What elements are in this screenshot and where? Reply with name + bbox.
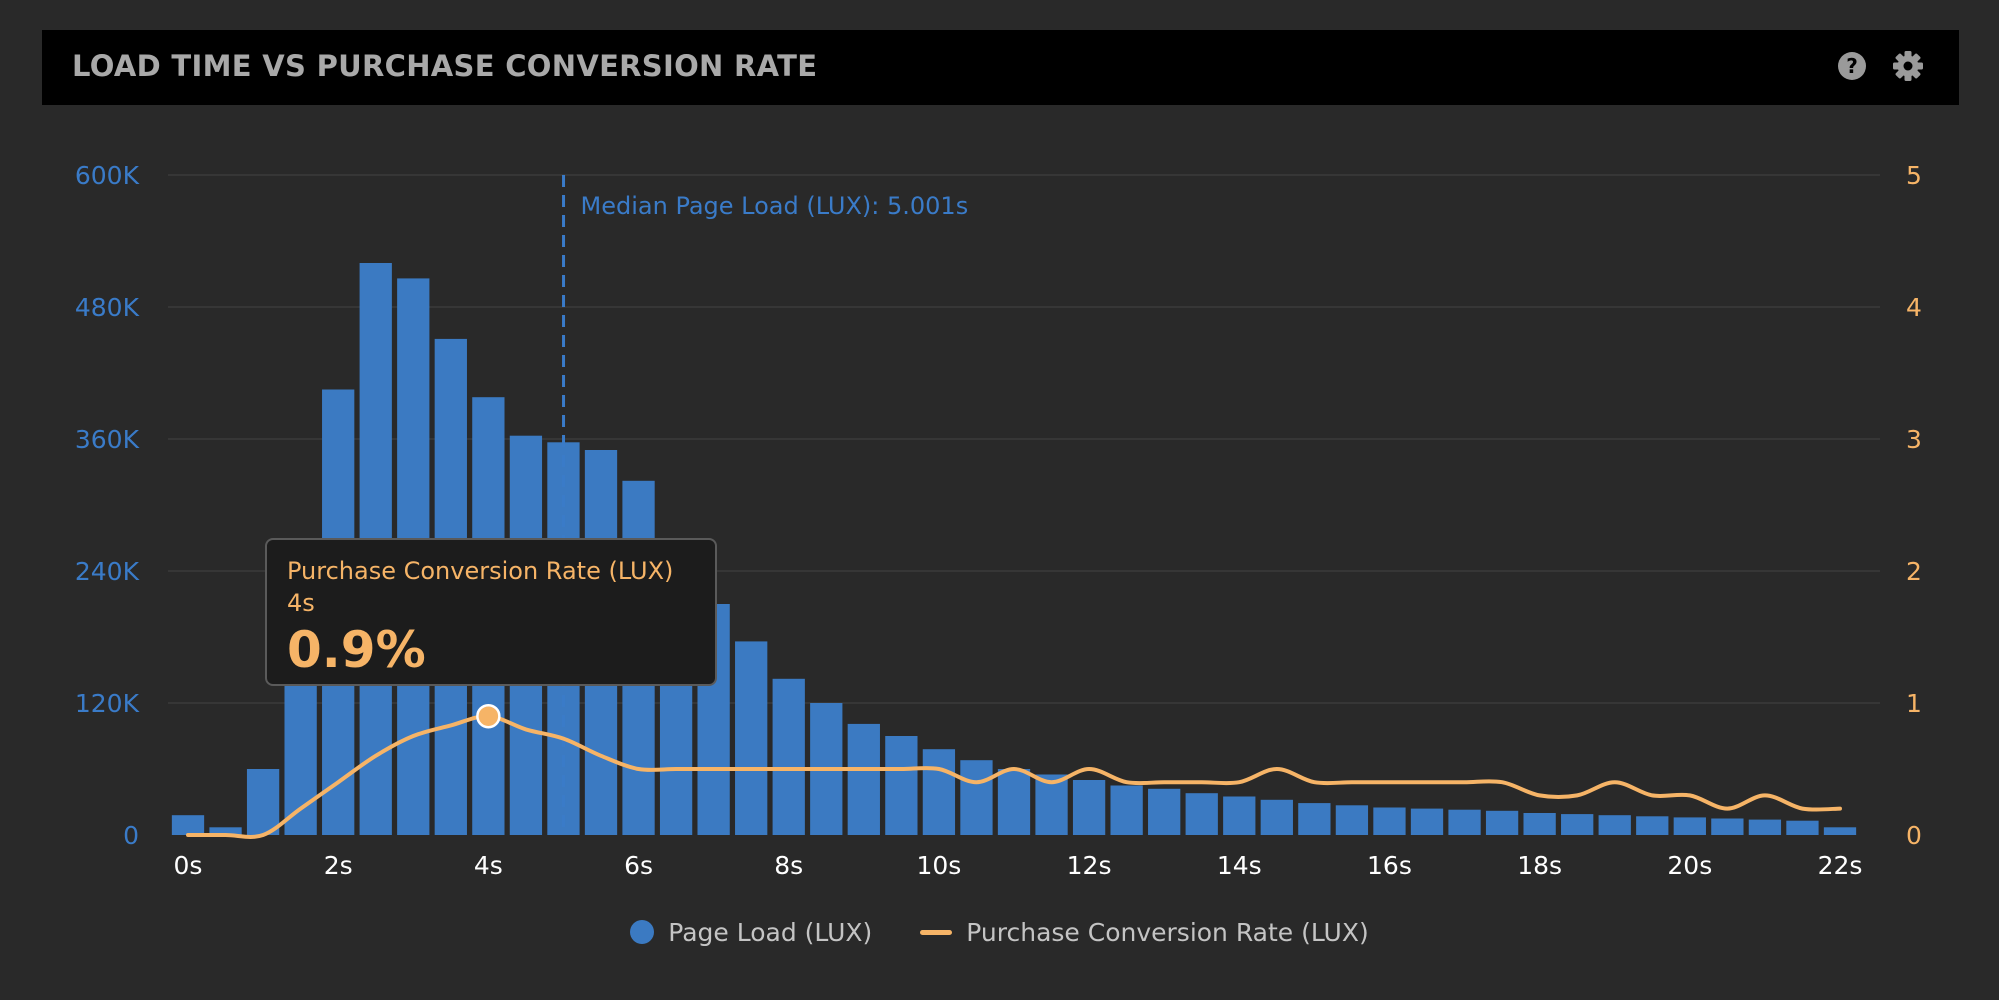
y-right-tick-label: 2	[1906, 557, 1922, 586]
svg-text:?: ?	[1846, 54, 1858, 78]
bar[interactable]	[1673, 817, 1706, 835]
bar[interactable]	[735, 641, 768, 835]
tooltip-value: 0.9%	[287, 621, 426, 679]
bar[interactable]	[1410, 808, 1444, 835]
y-left-tick-label: 480K	[75, 293, 140, 322]
conversion-rate-line[interactable]	[186, 714, 1842, 839]
gear-icon[interactable]	[1892, 50, 1924, 82]
bar[interactable]	[1786, 820, 1819, 835]
bar[interactable]	[171, 815, 205, 835]
bar[interactable]	[922, 749, 956, 835]
bar[interactable]	[1335, 805, 1369, 835]
x-tick-label: 2s	[324, 851, 353, 880]
x-tick-label: 4s	[474, 851, 503, 880]
bar[interactable]	[1185, 793, 1218, 835]
x-tick-label: 16s	[1367, 851, 1412, 880]
y-left-tick-label: 240K	[75, 557, 140, 586]
bar[interactable]	[997, 769, 1031, 835]
x-tick-label: 20s	[1667, 851, 1712, 880]
bar[interactable]	[1110, 785, 1143, 836]
bar[interactable]	[1298, 803, 1331, 835]
bar[interactable]	[1448, 809, 1481, 835]
x-tick-label: 6s	[624, 851, 653, 880]
bar[interactable]	[1523, 813, 1556, 835]
bar[interactable]	[1373, 807, 1406, 836]
x-tick-label: 14s	[1217, 851, 1262, 880]
bar[interactable]	[960, 760, 993, 835]
legend-label-page-load: Page Load (LUX)	[668, 917, 873, 947]
x-tick-label: 22s	[1818, 851, 1863, 880]
y-right-tick-label: 4	[1906, 293, 1922, 322]
bar[interactable]	[1636, 816, 1669, 835]
highlighted-point[interactable]	[476, 703, 501, 729]
bar[interactable]	[1035, 774, 1068, 836]
median-annotation-label: Median Page Load (LUX): 5.001s	[581, 192, 969, 220]
bar[interactable]	[847, 723, 880, 835]
bar[interactable]	[1748, 819, 1782, 835]
legend-bar-swatch	[630, 920, 655, 944]
x-tick-label: 12s	[1067, 851, 1112, 880]
chart-title: LOAD TIME VS PURCHASE CONVERSION RATE	[72, 49, 818, 83]
x-tick-label: 10s	[916, 851, 961, 880]
bar[interactable]	[1711, 818, 1744, 836]
bar[interactable]	[246, 769, 280, 835]
y-left-tick-label: 360K	[75, 425, 140, 454]
legend-line-swatch	[920, 929, 953, 935]
y-left-tick-label: 600K	[75, 161, 140, 190]
bar[interactable]	[1148, 788, 1181, 835]
y-right-tick-label: 1	[1906, 689, 1922, 718]
y-left-tick-label: 120K	[75, 689, 140, 718]
x-tick-label: 8s	[774, 851, 803, 880]
bar[interactable]	[1223, 796, 1256, 836]
x-tick-label: 0s	[174, 851, 203, 880]
tooltip: Purchase Conversion Rate (LUX) 4s 0.9%	[265, 538, 717, 686]
x-tick-label: 18s	[1517, 851, 1562, 880]
bar[interactable]	[1072, 780, 1106, 835]
tooltip-x-value: 4s	[287, 589, 315, 617]
chart-header: LOAD TIME VS PURCHASE CONVERSION RATE ?	[42, 30, 1959, 105]
bar[interactable]	[209, 827, 242, 835]
bar[interactable]	[1561, 814, 1594, 835]
bar[interactable]	[772, 678, 805, 835]
y-left-tick-label: 0	[123, 821, 139, 850]
bar[interactable]	[1823, 827, 1857, 835]
y-right-tick-label: 0	[1906, 821, 1922, 850]
y-right-tick-label: 3	[1906, 425, 1922, 454]
help-icon[interactable]: ?	[1836, 50, 1868, 82]
legend-label-conversion-rate: Purchase Conversion Rate (LUX)	[966, 917, 1369, 947]
bar[interactable]	[1260, 799, 1293, 835]
legend-item-conversion-rate[interactable]: Purchase Conversion Rate (LUX)	[920, 917, 1369, 947]
legend-item-page-load[interactable]: Page Load (LUX)	[630, 918, 872, 947]
bar[interactable]	[1485, 810, 1519, 835]
legend: Page Load (LUX) Purchase Conversion Rate…	[0, 912, 1999, 952]
bar[interactable]	[885, 736, 918, 835]
bar[interactable]	[1598, 815, 1631, 835]
y-right-tick-label: 5	[1906, 161, 1922, 190]
tooltip-series-name: Purchase Conversion Rate (LUX)	[287, 557, 674, 585]
